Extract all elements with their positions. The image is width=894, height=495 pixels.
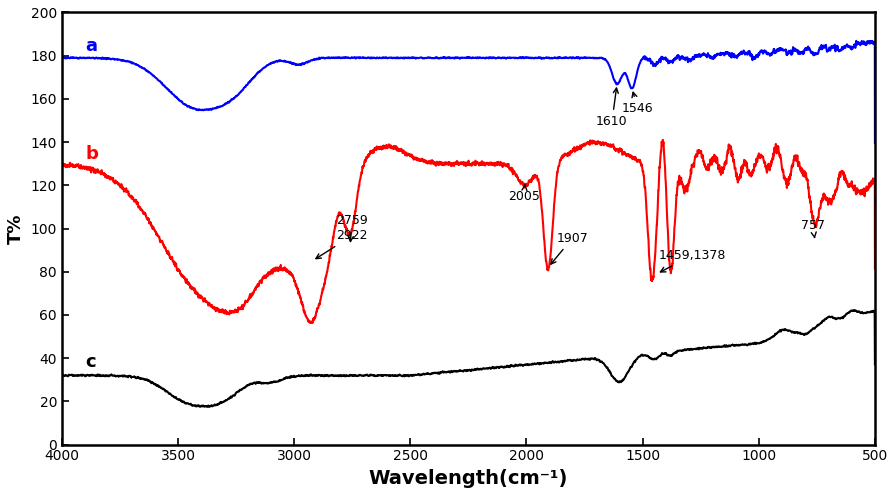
Text: 1459,1378: 1459,1378 [658, 249, 725, 272]
Text: a: a [85, 37, 97, 55]
Text: 1610: 1610 [595, 88, 627, 128]
Text: 2005: 2005 [507, 185, 539, 203]
Text: b: b [85, 146, 97, 163]
Text: 2759: 2759 [335, 214, 367, 242]
X-axis label: Wavelength(cm⁻¹): Wavelength(cm⁻¹) [368, 469, 568, 488]
Y-axis label: T%: T% [7, 213, 25, 244]
Text: 1546: 1546 [621, 92, 653, 115]
Text: c: c [85, 353, 96, 371]
Text: 2922: 2922 [316, 229, 367, 258]
Text: 757: 757 [800, 218, 823, 238]
Text: 1907: 1907 [550, 232, 587, 264]
